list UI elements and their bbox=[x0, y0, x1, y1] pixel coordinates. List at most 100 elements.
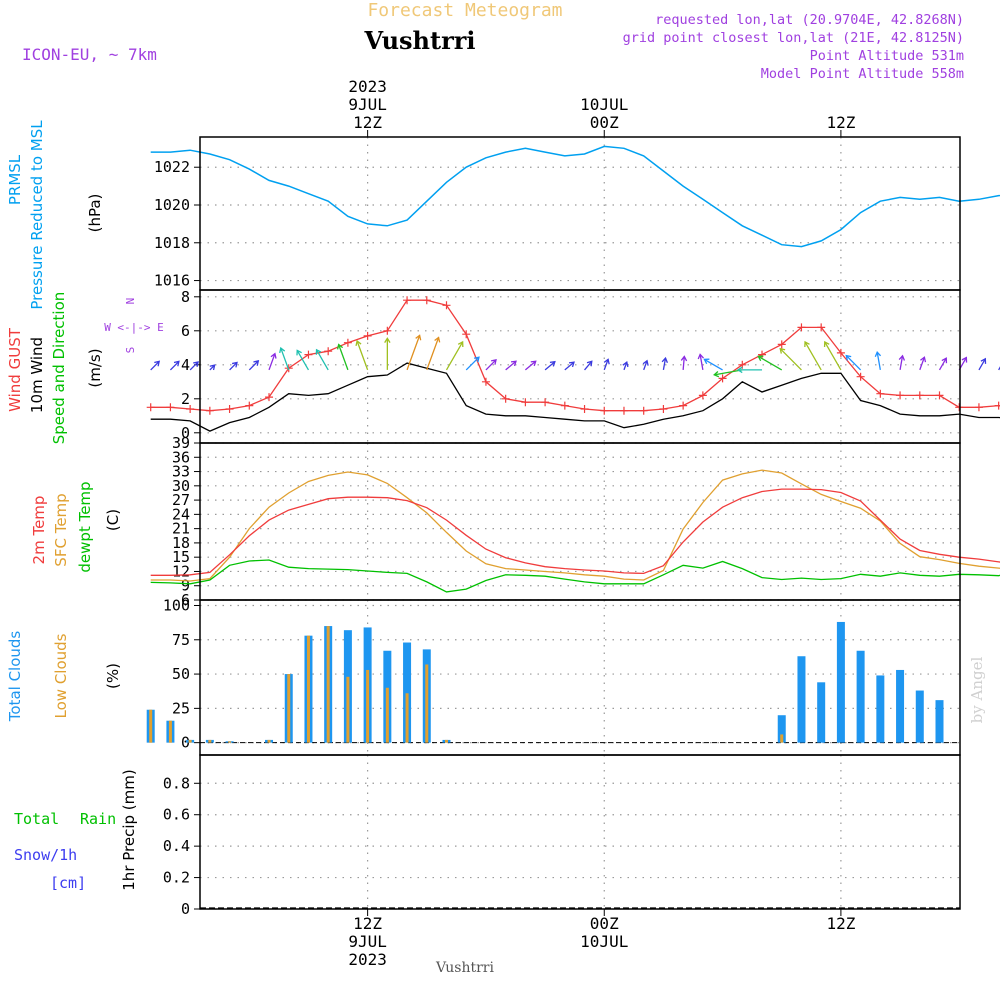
gust-marker bbox=[915, 391, 924, 400]
low-cloud-bar bbox=[306, 635, 310, 743]
wind-direction-arrow bbox=[189, 361, 199, 371]
wind-arrow-head bbox=[736, 366, 743, 374]
wind-arrow-head bbox=[549, 360, 556, 367]
top-time-label: 10JUL bbox=[580, 95, 628, 114]
total-cloud-bar bbox=[797, 656, 806, 743]
panel-frame bbox=[199, 599, 961, 756]
wind-direction-arrow bbox=[406, 334, 422, 371]
low-clouds-label: Low Clouds bbox=[52, 633, 70, 718]
wind-direction-arrow bbox=[584, 360, 593, 371]
wind-arrow-head bbox=[415, 334, 422, 341]
footer-station: Vushtrri bbox=[435, 960, 494, 976]
wind-direction-arrow bbox=[874, 350, 882, 371]
wind-direction-arrow bbox=[505, 360, 517, 371]
dewpt-line bbox=[150, 559, 1000, 593]
gust-marker bbox=[876, 389, 885, 398]
top-time-label: 00Z bbox=[590, 113, 619, 132]
wind-direction-arrow bbox=[898, 354, 906, 371]
wind-direction-arrow bbox=[845, 354, 862, 371]
y-tick-label: 0 bbox=[181, 734, 190, 752]
y-tick-label: 39 bbox=[172, 434, 190, 452]
low-cloud-bar bbox=[385, 687, 389, 743]
y-tick-label: 30 bbox=[172, 477, 190, 495]
wind-arrow-head bbox=[697, 353, 704, 360]
wind-arrow-shaft bbox=[758, 355, 783, 371]
wind-line bbox=[150, 362, 1000, 432]
pressure-full-label: Pressure Reduced to MSL bbox=[28, 120, 46, 310]
y-tick-label: 1020 bbox=[154, 196, 190, 214]
top-time-label: 12Z bbox=[353, 113, 382, 132]
bottom-time-label: 2023 bbox=[348, 950, 387, 969]
gust-marker bbox=[186, 405, 195, 413]
y-tick-label: 0.8 bbox=[163, 774, 190, 792]
wind-direction-arrow bbox=[485, 358, 497, 371]
t2m-label: 2m Temp bbox=[30, 496, 48, 565]
wind-arrow-shaft bbox=[699, 354, 704, 371]
wind-arrow-head bbox=[530, 360, 537, 367]
bottom-time-label: 12Z bbox=[826, 914, 855, 933]
sfc-temp-line bbox=[150, 469, 1000, 582]
watermark: by Angel bbox=[968, 656, 986, 723]
gust-marker bbox=[403, 296, 412, 305]
wind-direction-arrow bbox=[279, 346, 290, 371]
wind-label: 10m Wind bbox=[28, 337, 46, 413]
gust-marker bbox=[521, 398, 530, 407]
y-tick-label: 9 bbox=[181, 577, 190, 595]
gust-marker bbox=[718, 374, 727, 383]
wind-direction-arrow bbox=[336, 343, 349, 371]
wind-arrow-shaft bbox=[919, 356, 926, 371]
y-tick-label: 50 bbox=[172, 665, 190, 683]
wind-arrow-head bbox=[642, 359, 649, 366]
wind-arrow-shaft bbox=[229, 362, 238, 371]
wind-direction-arrow bbox=[426, 336, 441, 371]
total-cloud-bar bbox=[896, 669, 905, 743]
rain-label: Rain bbox=[80, 810, 116, 828]
wind-arrow-head bbox=[703, 358, 710, 365]
gust-marker bbox=[363, 331, 372, 340]
wind-arrow-head bbox=[336, 343, 344, 350]
wind-direction-arrow bbox=[703, 358, 723, 371]
wind-direction-arrow bbox=[150, 360, 161, 371]
wind-arrow-shaft bbox=[824, 341, 842, 371]
wind-arrow-head bbox=[209, 364, 216, 371]
dewpt-label: dewpt Temp bbox=[76, 481, 94, 572]
gust-marker bbox=[422, 296, 431, 305]
wind-arrow-head bbox=[434, 336, 441, 343]
compass-west-east: W <-|-> E bbox=[104, 321, 164, 334]
gust-marker bbox=[659, 405, 668, 413]
temp-unit: (C) bbox=[104, 509, 122, 531]
wind-direction-arrow bbox=[697, 353, 704, 371]
total-cloud-bar bbox=[777, 715, 786, 743]
total-cloud-bar bbox=[403, 642, 412, 743]
low-cloud-bar bbox=[346, 676, 350, 743]
wind-arrow-shaft bbox=[406, 335, 421, 371]
sfc-temp-label: SFC Temp bbox=[52, 493, 70, 566]
wind-arrow-shaft bbox=[938, 357, 947, 371]
wind-arrow-head bbox=[622, 361, 629, 368]
wind-direction-arrow bbox=[622, 361, 629, 371]
y-tick-label: 4 bbox=[181, 356, 190, 374]
total-cloud-bar bbox=[856, 650, 865, 743]
pressure-unit: (hPa) bbox=[86, 194, 104, 233]
panel-frame bbox=[199, 136, 961, 291]
wind-direction-arrow bbox=[296, 349, 310, 371]
wind-direction-arrow bbox=[713, 369, 743, 378]
wind-direction-arrow bbox=[544, 360, 556, 371]
y-tick-label: 27 bbox=[172, 491, 190, 509]
gust-marker bbox=[896, 391, 905, 400]
low-cloud-bar bbox=[228, 741, 232, 743]
faded-title: Forecast Meteogram bbox=[367, 0, 562, 21]
wind-arrow-head bbox=[680, 355, 688, 362]
wind-arrow-head bbox=[845, 354, 852, 361]
wind-unit: (m/s) bbox=[86, 348, 104, 387]
precip-unit: 1hr Precip (mm) bbox=[120, 769, 138, 890]
gust-marker bbox=[462, 330, 471, 339]
low-cloud-bar bbox=[267, 739, 271, 743]
wind-arrow-head bbox=[270, 352, 277, 359]
low-cloud-bar bbox=[366, 669, 370, 743]
gust-marker bbox=[324, 347, 333, 356]
wind-arrow-shaft bbox=[505, 360, 517, 371]
bottom-time-label: 12Z bbox=[353, 914, 382, 933]
y-tick-label: 0.6 bbox=[163, 806, 190, 824]
gust-marker bbox=[639, 406, 648, 415]
